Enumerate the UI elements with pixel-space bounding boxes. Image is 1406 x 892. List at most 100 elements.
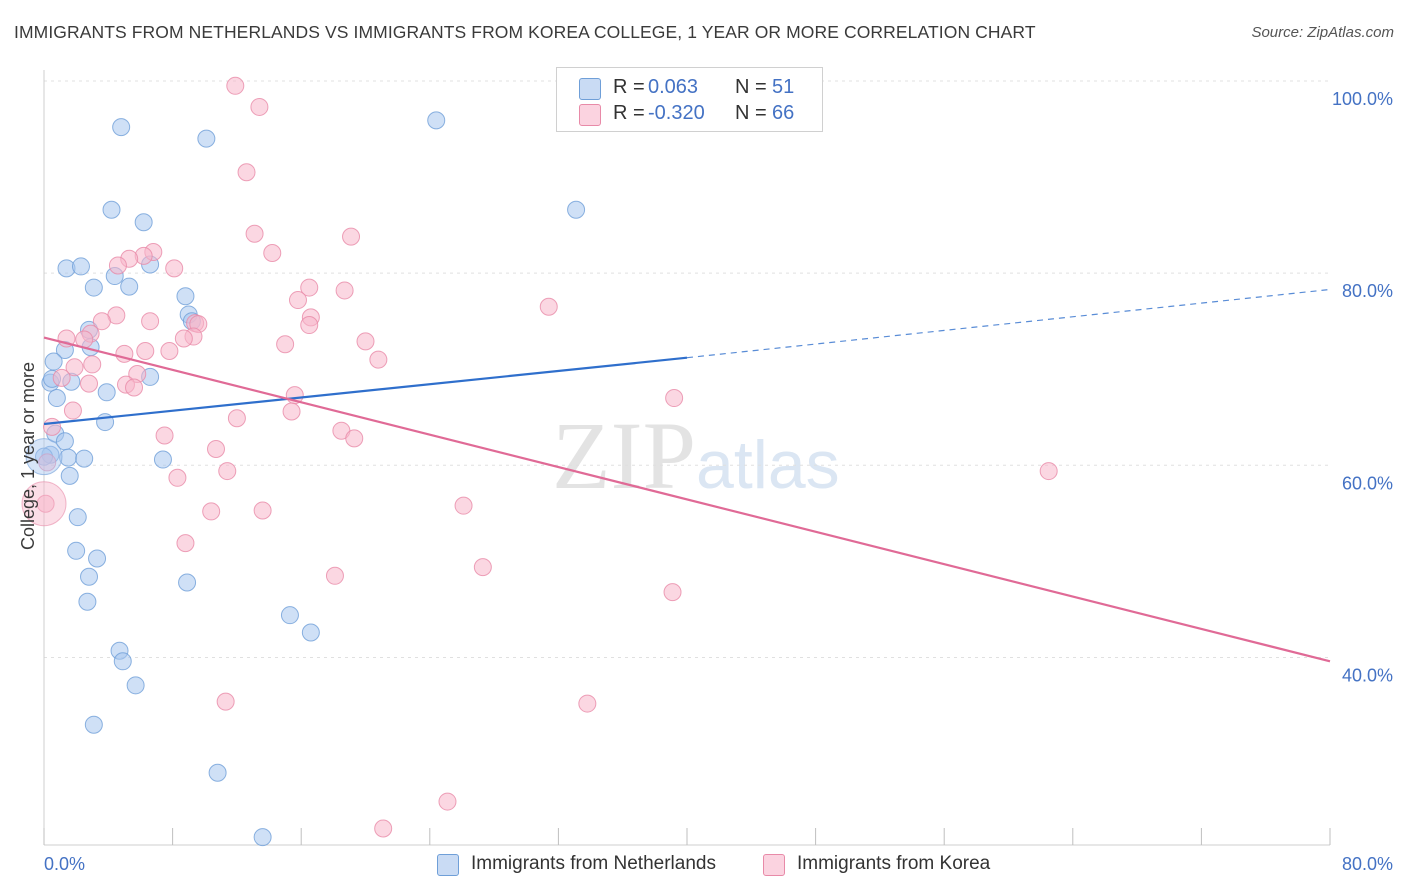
korea-point (342, 227, 361, 246)
netherlands-point (75, 449, 94, 468)
legend-r-value: -0.320 (648, 102, 705, 124)
korea-point (141, 312, 160, 331)
correlation-legend: R = 0.063 N = 51 R = -0.320 N = 66 (556, 67, 823, 132)
korea-point (52, 368, 71, 387)
y-tick-label: 60.0% (1342, 473, 1393, 493)
netherlands-trend-line (43, 356, 688, 426)
source-credit: Source: ZipAtlas.com (1251, 24, 1394, 41)
korea-point (38, 453, 57, 472)
netherlands-point (113, 652, 132, 671)
korea-point (155, 426, 174, 445)
korea-point (253, 501, 272, 520)
korea-point (369, 350, 388, 369)
legend-r-label: R = (613, 102, 645, 124)
netherlands-point (78, 592, 97, 611)
netherlands-point (47, 389, 66, 408)
korea-point (108, 256, 127, 275)
korea-point (282, 402, 301, 421)
korea-point (325, 566, 344, 585)
korea-point (43, 417, 62, 436)
legend-r-value: 0.063 (648, 76, 699, 98)
korea-point (250, 97, 269, 116)
korea-point (168, 468, 187, 487)
korea-point (83, 355, 102, 374)
series-swatch-pink (763, 854, 785, 876)
y-tick-label: 100.0% (1332, 89, 1393, 109)
netherlands-point (134, 213, 153, 232)
korea-point (539, 297, 558, 316)
korea-point (374, 819, 393, 838)
netherlands-point (97, 383, 116, 402)
tick-labels: 100.0% 80.0% 60.0% 40.0% 0.0% 80.0% (44, 89, 1393, 874)
korea-point (63, 401, 82, 420)
netherlands-point (176, 287, 195, 306)
series-swatch-blue (437, 854, 459, 876)
netherlands-point (44, 352, 63, 371)
netherlands-point (68, 508, 87, 527)
netherlands-point (153, 450, 172, 469)
netherlands-point (102, 200, 121, 219)
korea-point (202, 502, 221, 521)
legend-n-value: 66 (772, 102, 795, 124)
series-label: Immigrants from Netherlands (471, 853, 716, 874)
netherlands-point (67, 541, 86, 560)
korea-point (216, 692, 235, 711)
korea-point (663, 583, 682, 602)
korea-point (1039, 462, 1058, 481)
legend-r-label: R = (613, 76, 645, 98)
legend-n-value: 51 (772, 76, 795, 98)
netherlands-point (84, 278, 103, 297)
data-points (21, 76, 1058, 847)
netherlands-point (280, 606, 299, 625)
korea-point (165, 259, 184, 278)
korea-trend-line (43, 336, 1331, 663)
legend-swatch-pink (579, 104, 601, 126)
korea-point (245, 224, 264, 243)
korea-point (335, 281, 354, 300)
korea-point (174, 329, 193, 348)
x-tick-label: 0.0% (44, 854, 85, 874)
korea-point (160, 341, 179, 360)
netherlands-point (88, 549, 107, 568)
chart-title: IMMIGRANTS FROM NETHERLANDS VS IMMIGRANT… (14, 22, 1036, 42)
korea-point (276, 335, 295, 354)
korea-point (176, 534, 195, 553)
korea-point (300, 316, 319, 335)
gridlines (44, 80, 1330, 658)
x-tick-label: 80.0% (1342, 854, 1393, 874)
korea-point-large (21, 481, 67, 527)
netherlands-point (60, 466, 79, 485)
netherlands-point (71, 257, 90, 276)
korea-point (237, 163, 256, 182)
netherlands-point (112, 118, 131, 137)
netherlands-point (208, 763, 227, 782)
korea-point (356, 332, 375, 351)
y-axis-label: College, 1 year or more (18, 362, 38, 550)
netherlands-point (301, 623, 320, 642)
y-tick-label: 80.0% (1342, 281, 1393, 301)
korea-point (92, 312, 111, 331)
netherlands-point (84, 715, 103, 734)
korea-point (36, 494, 55, 513)
korea-point (665, 389, 684, 408)
netherlands-point (253, 828, 272, 847)
axes (43, 70, 1331, 846)
korea-point (454, 496, 473, 515)
korea-point (300, 278, 319, 297)
netherlands-point (178, 573, 197, 592)
netherlands-point (427, 111, 446, 130)
legend-swatch-blue (579, 78, 601, 100)
korea-point (288, 291, 307, 310)
korea-point (578, 694, 597, 713)
korea-point (226, 76, 245, 95)
korea-point (136, 341, 155, 360)
legend-n-label: N = (735, 102, 767, 124)
netherlands-point (80, 567, 99, 586)
y-tick-label: 40.0% (1342, 665, 1393, 685)
korea-point (227, 409, 246, 428)
korea-point (473, 558, 492, 577)
korea-point (218, 462, 237, 481)
netherlands-point (567, 200, 586, 219)
korea-point (438, 792, 457, 811)
